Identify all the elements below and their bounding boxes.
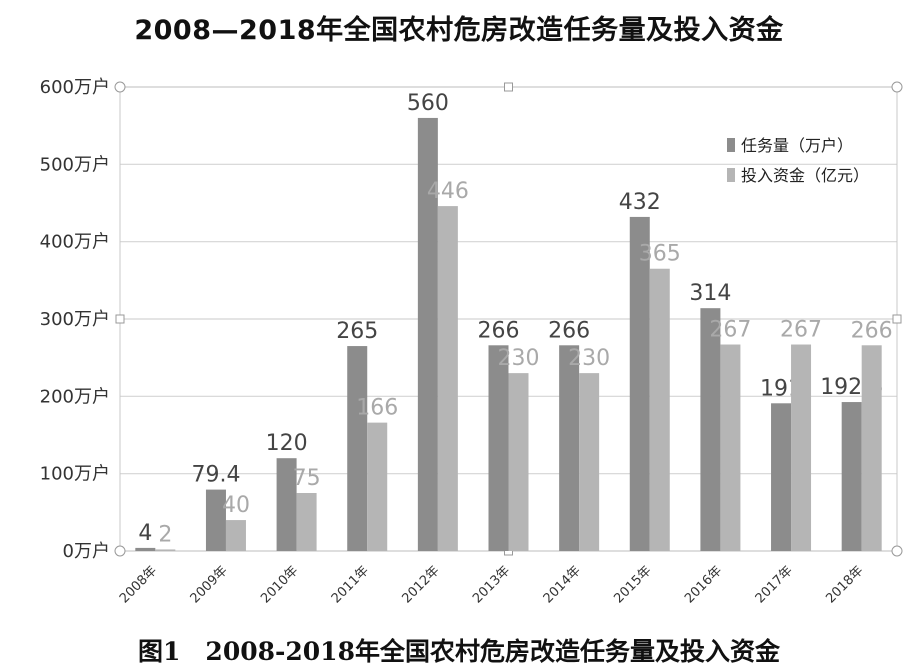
bar-task [559,345,580,551]
bar-fund [367,422,388,551]
bar-fund [791,344,812,551]
data-label-task: 79.4 [191,463,240,488]
bar-task [205,489,226,551]
bar-task [347,346,368,551]
bar-task [629,216,650,552]
data-label-fund: 267 [709,318,751,343]
legend-swatch [727,138,735,152]
data-label-fund: 267 [780,318,822,343]
legend-label: 投入资金（亿元） [741,166,869,185]
data-label-fund: 40 [222,493,250,518]
selection-handle [114,81,126,93]
bar-task [700,308,721,551]
selection-handle [892,314,902,324]
y-tick-label: 500万户 [40,154,110,175]
data-label-task: 120 [266,431,308,456]
data-label-fund: 230 [568,346,610,371]
bar-task [488,345,509,551]
data-label-fund: 75 [293,466,321,491]
selection-handle [504,82,513,92]
bar-fund [649,268,670,551]
data-label-fund: 230 [498,346,540,371]
selection-handle [114,545,126,557]
x-tick-label: 2018年 [823,563,866,606]
data-label-task: 266 [478,318,520,343]
bar-task [771,403,792,551]
data-label-task: 265 [336,319,378,344]
y-tick-label: 600万户 [40,77,110,98]
bar-task [135,547,156,551]
bar-fund [861,345,882,551]
x-tick-label: 2016年 [682,563,725,606]
data-label-fund: 365 [639,242,681,267]
x-tick-label: 2010年 [258,563,301,606]
data-label-task: 266 [548,318,590,343]
bar-fund [296,493,317,551]
chart-title: 2008—2018年全国农村危房改造任务量及投入资金 [134,15,784,46]
legend-swatch [727,168,735,182]
x-tick-label: 2014年 [541,563,584,606]
data-label-task: 432 [619,190,661,215]
data-label-fund: 166 [356,396,398,421]
x-tick-label: 2012年 [399,563,442,606]
bar-task [841,402,862,551]
y-tick-label: 200万户 [40,386,110,407]
data-label-task: 4 [138,521,152,546]
bar-task [417,117,438,551]
data-label-task: 560 [407,91,449,116]
x-tick-label: 2008年 [117,563,160,606]
y-tick-label: 300万户 [40,309,110,330]
x-tick-label: 2009年 [188,563,231,606]
x-tick-label: 2015年 [611,563,654,606]
bar-fund [508,373,529,551]
x-tick-label: 2017年 [753,563,796,606]
selection-handle [891,545,903,557]
legend-label: 任务量（万户） [741,136,853,155]
y-tick-label: 0万户 [63,541,110,562]
x-tick-label: 2011年 [329,563,372,606]
selection-handle [115,314,125,324]
bar-fund [720,344,741,551]
bar-fund [155,549,176,551]
data-label-task: 314 [689,281,731,306]
figure-caption: 图1 2008-2018年全国农村危房改造任务量及投入资金 [138,637,780,666]
data-label-fund: 266 [851,318,893,343]
bar-fund [579,373,600,551]
y-tick-label: 400万户 [40,232,110,253]
bar-task [276,458,297,551]
bar-fund [225,520,246,551]
data-label-fund: 446 [427,179,469,204]
data-label-fund: 2 [158,522,172,547]
bar-fund [437,206,458,552]
selection-handle [891,81,903,93]
y-tick-label: 100万户 [40,464,110,485]
x-tick-label: 2013年 [470,563,513,606]
